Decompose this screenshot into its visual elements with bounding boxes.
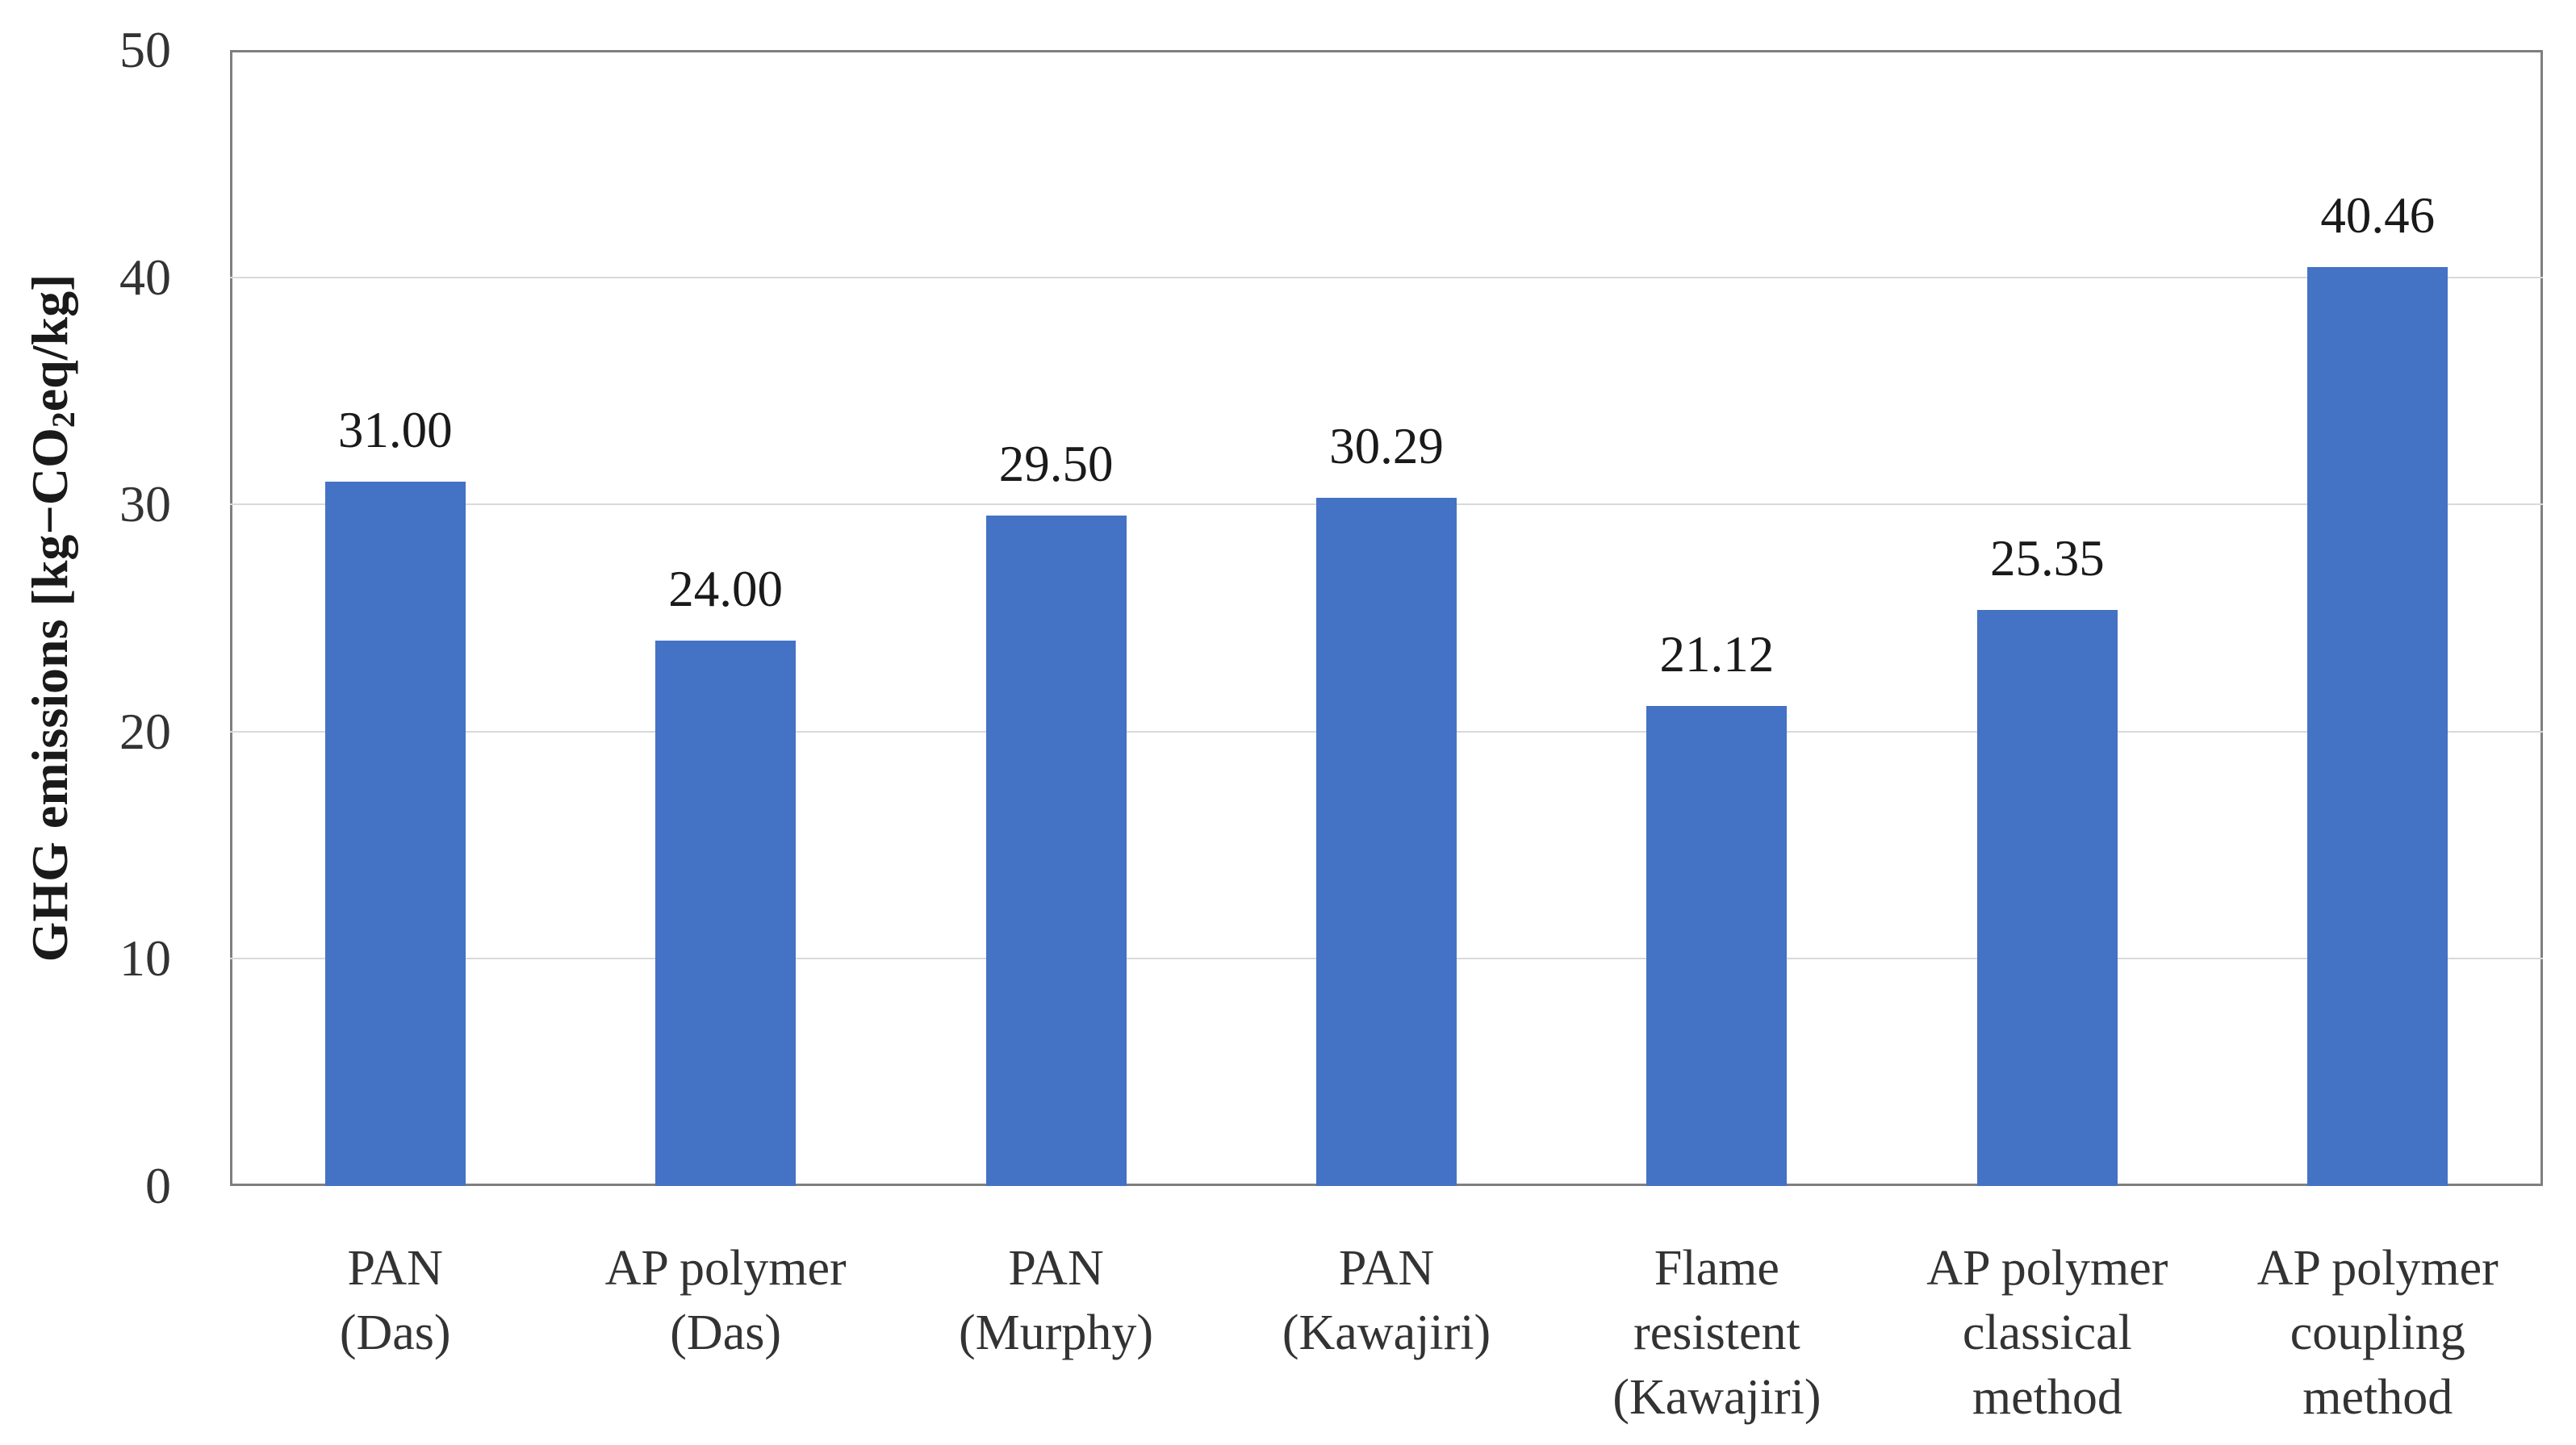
bar-pan-murphy	[985, 516, 1127, 1186]
category-label-flame-resistent-kawajiri: Flame resistent (Kawajiri)	[1543, 1236, 1890, 1430]
y-tick-label-40: 40	[119, 248, 171, 306]
category-label-line: method	[2302, 1370, 2453, 1425]
bar-ap-polymer-das	[655, 641, 797, 1186]
category-label-line: (Das)	[670, 1305, 781, 1360]
value-label-ap-polymer-das: 24.00	[668, 561, 784, 618]
category-label-line: coupling	[2290, 1305, 2465, 1360]
category-label-line: Flame	[1654, 1241, 1779, 1296]
value-label-pan-kawajiri: 30.29	[1329, 418, 1444, 475]
category-label-line: (Das)	[339, 1305, 451, 1360]
bar-pan-das	[324, 482, 466, 1186]
bar-ap-polymer-coupling-method	[2307, 266, 2448, 1186]
category-label-line: AP polymer	[2256, 1241, 2499, 1296]
category-label-line: (Kawajiri)	[1282, 1305, 1491, 1360]
category-label-ap-polymer-classical-method: AP polymer classical method	[1874, 1236, 2221, 1430]
category-label-line: AP polymer	[1926, 1241, 2168, 1296]
category-label-pan-kawajiri: PAN (Kawajiri)	[1213, 1236, 1560, 1365]
y-tick-label-10: 10	[119, 929, 171, 988]
bar-ap-polymer-classical-method	[1976, 610, 2118, 1186]
category-label-line: AP polymer	[604, 1241, 847, 1296]
value-label-pan-das: 31.00	[337, 402, 453, 459]
y-tick-label-20: 20	[119, 702, 171, 760]
category-label-line: (Kawajiri)	[1612, 1370, 1821, 1425]
bar-pan-kawajiri	[1316, 498, 1457, 1186]
y-axis-title: GHG emissions [kg−CO2eq/kg]	[16, 13, 84, 1223]
category-label-line: resistent	[1633, 1305, 1800, 1360]
y-tick-label-50: 50	[119, 21, 171, 78]
value-label-pan-murphy: 29.50	[998, 436, 1114, 493]
gridline-40	[230, 276, 2543, 278]
category-label-line: method	[1972, 1370, 2122, 1425]
category-label-line: PAN	[347, 1241, 443, 1296]
category-label-line: PAN	[1008, 1241, 1104, 1296]
y-tick-label-0: 0	[145, 1157, 171, 1214]
category-label-pan-murphy: PAN (Murphy)	[883, 1236, 1230, 1365]
value-label-ap-polymer-coupling-method: 40.46	[2320, 186, 2436, 244]
y-axis-title-subscript: 2	[45, 411, 82, 428]
bar-flame-resistent-kawajiri	[1646, 706, 1788, 1186]
category-label-ap-polymer-coupling-method: AP polymer coupling method	[2204, 1236, 2551, 1430]
category-label-line: (Murphy)	[959, 1305, 1154, 1360]
category-label-line: classical	[1962, 1305, 2132, 1360]
plot-area: 31.00 24.00 29.50 30.29 21.12 25.35 40.46	[230, 50, 2543, 1186]
category-label-pan-das: PAN (Das)	[222, 1236, 569, 1365]
value-label-flame-resistent-kawajiri: 21.12	[1659, 626, 1775, 683]
category-label-line: PAN	[1338, 1241, 1435, 1296]
category-label-ap-polymer-das: AP polymer (Das)	[552, 1236, 899, 1365]
value-label-ap-polymer-classical-method: 25.35	[1989, 530, 2105, 587]
y-tick-label-30: 30	[119, 475, 171, 533]
